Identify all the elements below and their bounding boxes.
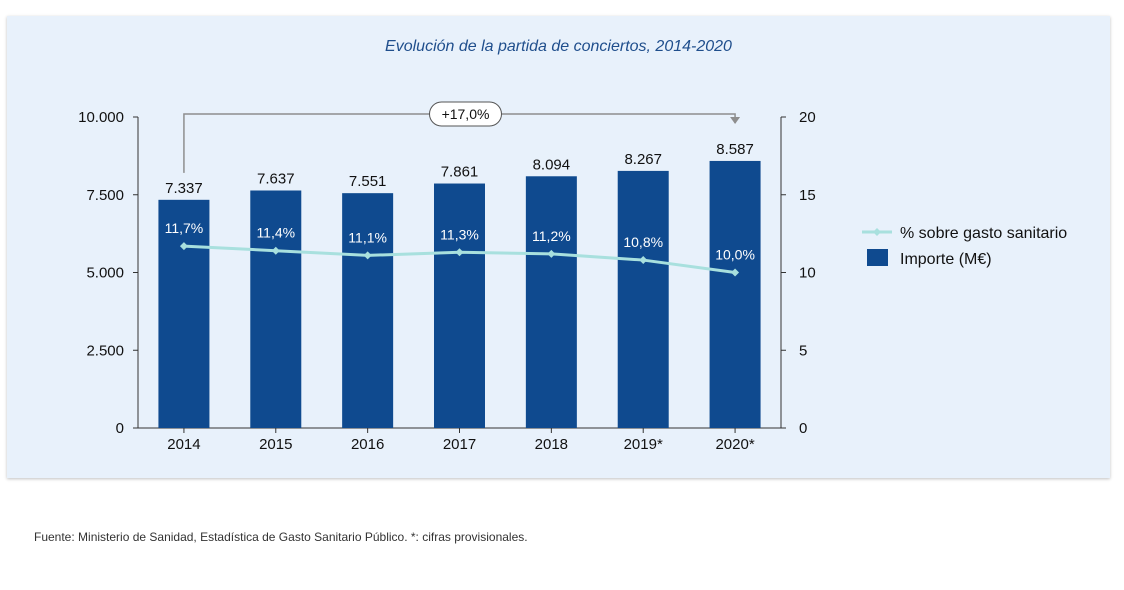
- legend-label: % sobre gasto sanitario: [900, 225, 1067, 242]
- bar: [158, 199, 210, 428]
- right-axis-tick-label: 15: [799, 187, 816, 204]
- left-axis-tick-label: 7.500: [86, 187, 124, 204]
- left-axis-tick-label: 2.500: [86, 342, 124, 359]
- line-value-label: 11,1%: [348, 229, 387, 245]
- bar-value-label: 8.587: [716, 141, 754, 158]
- x-axis-tick-label: 2015: [259, 436, 292, 453]
- right-axis-tick-label: 5: [799, 342, 807, 359]
- line-point: [639, 256, 648, 265]
- chart-svg: 0 2.500 5.000 7.500 10.000 0 5 10 15 20 7.337 2014 7…: [78, 101, 1067, 453]
- line-value-label: 11,2%: [532, 228, 571, 244]
- bar-value-label: 8.267: [624, 151, 662, 168]
- left-axis-tick-label: 10.000: [78, 109, 124, 126]
- bar: [434, 183, 485, 428]
- bar: [342, 193, 394, 428]
- chart-title: Evolución de la partida de conciertos, 2…: [385, 38, 732, 55]
- legend-line-marker: [873, 228, 881, 236]
- line-point: [363, 251, 372, 260]
- chart-panel: Evolución de la partida de conciertos, 2…: [7, 16, 1110, 478]
- x-axis-tick-label: 2018: [535, 436, 568, 453]
- line-value-label: 11,7%: [165, 220, 204, 236]
- right-axis-tick-label: 10: [799, 265, 816, 282]
- bar: [525, 176, 577, 428]
- line-value-label: 11,4%: [256, 225, 295, 241]
- right-axis-tick-label: 0: [799, 420, 807, 437]
- bar: [250, 190, 302, 428]
- bar-value-label: 7.637: [257, 170, 295, 187]
- annotation-badge: [429, 101, 502, 127]
- left-axis-tick-label: 0: [116, 420, 124, 437]
- line-point: [179, 242, 188, 251]
- line-value-label: 11,3%: [440, 226, 479, 242]
- bar-value-label: 7.861: [441, 164, 479, 181]
- line-value-label: 10,0%: [715, 247, 755, 263]
- legend-label: Importe (M€): [900, 251, 992, 268]
- annotation-arrowhead: [730, 116, 741, 124]
- legend-bar-swatch: [867, 249, 888, 266]
- source-note: Fuente: Ministerio de Sanidad, Estadísti…: [34, 530, 528, 544]
- x-axis-tick-label: 2014: [167, 436, 200, 453]
- x-axis-tick-label: 2020*: [715, 436, 754, 453]
- line-point: [731, 268, 740, 277]
- bar-value-label: 7.337: [165, 180, 203, 197]
- annotation-label: +17,0%: [442, 106, 490, 122]
- x-axis-tick-label: 2019*: [624, 436, 663, 453]
- right-axis-tick-label: 20: [799, 109, 816, 126]
- bar-value-label: 8.094: [533, 156, 571, 173]
- bar-value-label: 7.551: [349, 173, 387, 190]
- line-point: [271, 246, 280, 255]
- left-axis-tick-label: 5.000: [86, 265, 124, 282]
- line-point: [455, 248, 464, 257]
- line-point: [547, 249, 556, 258]
- bar: [617, 170, 669, 428]
- x-axis-tick-label: 2017: [443, 436, 476, 453]
- line-value-label: 10,8%: [623, 234, 663, 250]
- x-axis-tick-label: 2016: [351, 436, 384, 453]
- bar: [709, 160, 761, 428]
